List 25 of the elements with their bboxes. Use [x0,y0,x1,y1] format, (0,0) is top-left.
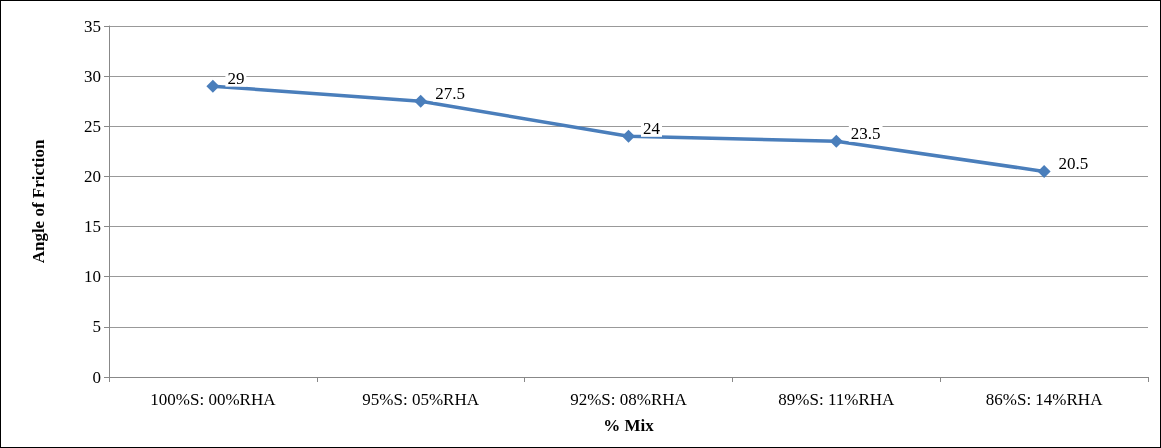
x-tick-label: 89%S: 11%RHA [778,390,896,409]
x-tick-label: 86%S: 14%RHA [985,390,1104,409]
data-label: 29 [227,68,245,88]
y-tick-label: 10 [84,267,101,287]
y-tick-label: 25 [84,116,101,136]
x-axis-title: % Mix [603,416,655,435]
point [206,79,220,93]
y-tick-label: 5 [92,317,101,337]
x-tick-label: 95%S: 05%RHA [362,390,480,409]
y-tick-label: 30 [84,66,101,86]
x-tick-label: 100%S: 00%RHA [150,390,277,409]
y-tick-label: 0 [92,367,101,387]
data-label: 27.5 [435,83,465,103]
y-tick-label: 35 [84,16,101,36]
x-tick-label: 92%S: 08%RHA [570,390,688,409]
y-tick-label: 15 [84,217,101,237]
data-label: 23.5 [850,123,881,143]
point [414,94,428,108]
point [622,129,635,143]
data-label: 24 [643,118,661,138]
data-label: 20.5 [1058,153,1089,173]
y-axis-title: Angle of Friction [29,139,48,264]
point [1037,164,1051,178]
point [829,134,843,148]
y-tick-label: 20 [84,166,101,186]
